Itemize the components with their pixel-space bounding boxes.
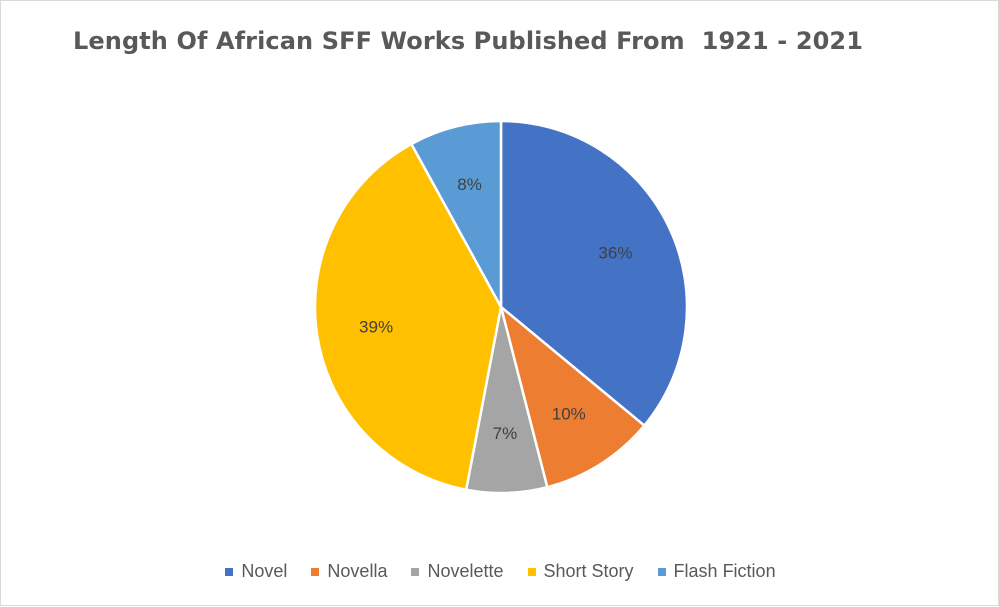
legend-label: Flash Fiction — [673, 561, 776, 581]
chart-legend: Novel Novella Novelette Short Story Flash Fi… — [1, 561, 999, 582]
legend-swatch — [311, 567, 320, 576]
data-label-short-story: 39% — [359, 317, 393, 336]
legend-swatch — [411, 567, 420, 576]
data-label-novelette: 7% — [493, 424, 518, 443]
data-label-novella: 10% — [552, 404, 586, 423]
legend-label: Novella — [327, 561, 388, 581]
pie-slice-novel — [499, 119, 689, 427]
legend-label: Novelette — [427, 561, 504, 581]
legend-item-short-story: Short Story — [527, 561, 634, 582]
legend-item-novel: Novel — [225, 561, 287, 582]
legend-item-flash-fiction: Flash Fiction — [657, 561, 776, 582]
data-label-flash-fiction: 8% — [457, 175, 482, 194]
pie-slice-short-story — [313, 142, 503, 491]
data-label-novel: 36% — [598, 244, 632, 263]
legend-label: Short Story — [543, 561, 634, 581]
legend-swatch — [527, 567, 536, 576]
legend-label: Novel — [241, 561, 288, 581]
legend-swatch — [657, 567, 666, 576]
legend-swatch — [225, 567, 234, 576]
pie-slice-flash-fiction — [410, 119, 503, 309]
legend-item-novella: Novella — [311, 561, 387, 582]
chart-title: Length Of African SFF Works Published Fr… — [73, 27, 864, 55]
legend-item-novelette: Novelette — [411, 561, 504, 582]
